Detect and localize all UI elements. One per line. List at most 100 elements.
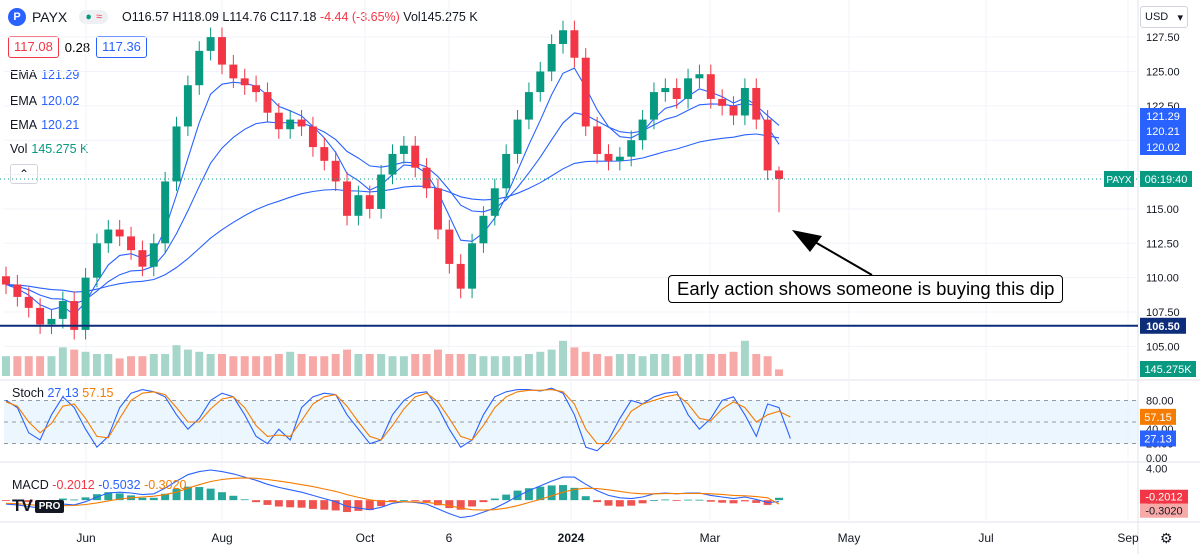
volume-bar <box>479 356 488 376</box>
volume-bar <box>308 356 317 376</box>
volume-bar <box>661 354 670 376</box>
macd-histogram-bar <box>411 500 420 501</box>
macd-histogram-bar <box>240 499 249 501</box>
volume-bar <box>536 351 545 376</box>
candle-body <box>661 87 670 93</box>
macd-tag-label: -0.2012 <box>1145 492 1182 504</box>
ohlc-open: O116.57 <box>121 10 170 24</box>
macd-signal-value: -0.3020 <box>144 478 187 492</box>
volume-bar <box>649 354 658 376</box>
candle-body <box>399 145 408 154</box>
ema-label: EMA <box>10 118 38 132</box>
macd-histogram-bar <box>649 500 658 501</box>
volume-bar <box>81 351 90 376</box>
chevron-down-icon: ▾ <box>1177 11 1183 24</box>
volume-bar <box>559 340 567 376</box>
macd-histogram-bar <box>502 494 511 501</box>
macd-histogram-bar <box>513 490 522 501</box>
vol-label: Vol <box>10 142 28 156</box>
time-tick-label: Aug <box>211 531 232 545</box>
symbol-tag-label: PAYX <box>1106 175 1132 186</box>
wave-icon: ≈ <box>95 11 102 23</box>
candle-body <box>502 153 511 189</box>
ema-label: EMA <box>10 94 38 108</box>
macd-signal-line <box>5 477 780 511</box>
volume-bar <box>672 356 681 376</box>
stoch-k-line <box>5 387 791 452</box>
vol-value: 145.275 K <box>31 142 89 156</box>
volume-bar <box>422 354 431 376</box>
candle-body <box>229 64 238 79</box>
price-tick-label: 110.00 <box>1146 273 1179 285</box>
volume-bar <box>320 356 329 376</box>
candle-body <box>149 243 158 267</box>
order-panel: 117.08 0.28 117.36 <box>8 36 147 58</box>
candle-body <box>615 156 624 161</box>
stoch-d-tag <box>1140 408 1176 425</box>
candle-body <box>161 181 170 244</box>
candle-body <box>24 296 33 308</box>
volume-bar <box>365 354 374 376</box>
macd-histogram-bar <box>627 500 636 506</box>
buy-price-button[interactable]: 117.36 <box>96 36 147 58</box>
candle-body <box>2 276 10 285</box>
macd-histogram-bar <box>729 500 738 504</box>
sell-price-button[interactable]: 117.08 <box>8 36 59 58</box>
volume-bar <box>58 347 67 376</box>
macd-histogram-bar <box>570 487 579 501</box>
annotation-callout[interactable]: Early action shows someone is buying thi… <box>668 275 1064 303</box>
price-tick-label: 127.50 <box>1146 32 1180 44</box>
volume-bar <box>638 356 647 376</box>
volume-bar <box>775 369 783 376</box>
time-tag-label: 06:19:40 <box>1145 174 1188 186</box>
candle-body <box>422 167 431 189</box>
macd-histogram-bar <box>195 487 204 501</box>
price-tick-label: 107.50 <box>1146 307 1180 319</box>
currency-selector[interactable]: USD ▾ <box>1140 6 1188 28</box>
ohlc-readout: O116.57 H118.09 L114.76 C117.18 -4.44 (-… <box>122 10 478 24</box>
volume-bar <box>547 349 556 376</box>
volume-bar <box>445 354 454 376</box>
candle-body <box>581 57 590 127</box>
candle-body <box>524 92 533 120</box>
volume-bar <box>183 349 192 376</box>
support-price-label: 106.50 <box>1146 321 1180 333</box>
macd-histogram-bar <box>2 500 10 501</box>
green-dot-icon: ● <box>85 11 92 23</box>
stoch-legend[interactable]: Stoch 27.13 57.15 <box>12 386 114 400</box>
candle-body <box>763 119 772 171</box>
stoch-k-value: 27.13 <box>47 386 79 400</box>
symbol-name[interactable]: PAYX <box>32 9 68 25</box>
candle-body <box>718 98 727 106</box>
volume-bar <box>763 356 772 376</box>
macd-histogram-bar <box>286 500 295 508</box>
ema-price-tag <box>1140 139 1186 155</box>
candle-body <box>684 78 693 99</box>
volume-legend[interactable]: Vol 145.275 K <box>10 142 88 156</box>
macd-histogram-bar <box>354 500 363 511</box>
volume-bar <box>502 356 511 376</box>
ema-price-label: 120.02 <box>1146 142 1180 154</box>
stoch-d-value: 57.15 <box>82 386 114 400</box>
stoch-d-line <box>5 389 791 445</box>
volume-bar <box>218 354 226 376</box>
settings-gear-icon[interactable]: ⚙ <box>1160 530 1173 546</box>
macd-histogram-bar <box>13 500 22 502</box>
macd-histogram-bar <box>604 500 613 506</box>
candle-body <box>479 215 488 244</box>
volume-bar <box>604 356 613 376</box>
candle-body <box>445 229 454 264</box>
candle-body <box>138 250 147 267</box>
support-price-tag <box>1140 317 1186 334</box>
candle-body <box>513 119 522 154</box>
volume-bar <box>740 340 749 376</box>
volume-bar <box>570 347 579 376</box>
ema-legend-2[interactable]: EMA 120.02 <box>10 94 79 108</box>
candle-body <box>547 43 556 72</box>
macd-legend[interactable]: MACD -0.2012 -0.5032 -0.3020 <box>12 478 186 492</box>
ema-legend-3[interactable]: EMA 120.21 <box>10 118 79 132</box>
volume-bar <box>104 354 113 376</box>
macd-histogram-bar <box>229 495 238 501</box>
stoch-k-tag <box>1140 430 1176 447</box>
